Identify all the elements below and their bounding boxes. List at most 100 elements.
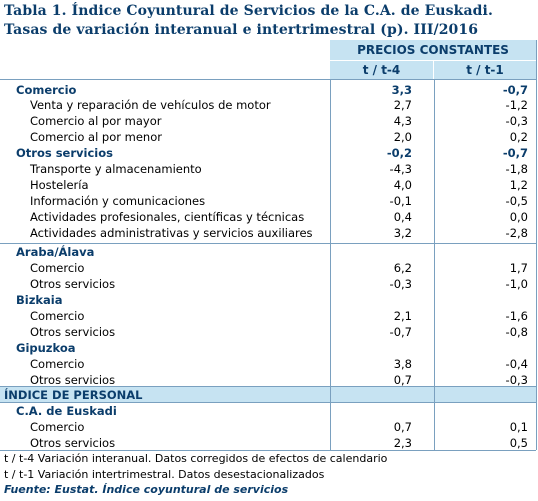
- row-label: Transporte y almacenamiento: [30, 162, 202, 176]
- row-label: ÍNDICE DE PERSONAL: [4, 388, 143, 402]
- table-row: Comercio 3,3 -0,7: [0, 82, 536, 98]
- table-row: Comercio al por menor 2,0 0,2: [0, 129, 536, 145]
- row-value-interanual: -0,7: [389, 325, 412, 339]
- row-label: Información y comunicaciones: [30, 194, 206, 208]
- table-row: Otros servicios 0,7 -0,3: [0, 372, 536, 388]
- row-label: C.A. de Euskadi: [16, 404, 117, 418]
- row-label: Actividades administrativas y servicios …: [30, 226, 313, 240]
- row-value-interanual: -0,2: [386, 146, 412, 160]
- table-row: Otros servicios -0,7 -0,8: [0, 324, 536, 340]
- row-label: Hostelería: [30, 178, 89, 192]
- row-value-intertrimestral: 0,1: [509, 420, 528, 434]
- row-value-interanual: 3,8: [393, 357, 412, 371]
- row-value-intertrimestral: -0,7: [502, 83, 528, 97]
- row-value-interanual: 0,7: [393, 420, 412, 434]
- row-value-intertrimestral: -0,3: [505, 114, 528, 128]
- table-bottom-border: [0, 450, 536, 451]
- column-divider-left: [330, 80, 331, 450]
- row-value-interanual: 2,0: [393, 130, 412, 144]
- row-value-intertrimestral: -1,0: [505, 277, 528, 291]
- table-row: Comercio 0,7 0,1: [0, 419, 536, 435]
- table-row: Otros servicios 2,3 0,5: [0, 435, 536, 451]
- section-divider-territories: [0, 243, 536, 244]
- row-value-intertrimestral: -0,5: [505, 194, 528, 208]
- row-label: Venta y reparación de vehículos de motor: [30, 98, 271, 112]
- header-columns: t / t-4 t / t-1: [330, 61, 536, 79]
- row-value-intertrimestral: 1,2: [509, 178, 528, 192]
- row-value-interanual: 6,2: [393, 261, 412, 275]
- table-row: Comercio 6,2 1,7: [0, 260, 536, 276]
- row-value-interanual: 0,7: [393, 373, 412, 387]
- note-intertrimestral: t / t-1 Variación intertrimestral. Datos…: [4, 468, 325, 481]
- row-label: Otros servicios: [30, 373, 116, 387]
- row-label: Otros servicios: [30, 325, 116, 339]
- row-label: Comercio: [30, 261, 85, 275]
- section-divider-personal-bottom: [0, 402, 536, 403]
- table-row: ÍNDICE DE PERSONAL: [0, 387, 536, 403]
- table-row: Información y comunicaciones -0,1 -0,5: [0, 193, 536, 209]
- row-value-intertrimestral: -0,7: [502, 146, 528, 160]
- header-divider: [0, 79, 536, 80]
- table-right-border: [536, 40, 537, 450]
- table-row: Comercio al por mayor 4,3 -0,3: [0, 113, 536, 129]
- title-line-2: Tasas de variación interanual e intertri…: [4, 22, 479, 38]
- header-col-interanual: t / t-4: [330, 61, 434, 79]
- row-label: Araba/Álava: [16, 245, 95, 259]
- row-label: Comercio: [30, 357, 85, 371]
- row-label: Comercio: [30, 420, 85, 434]
- row-value-intertrimestral: -0,4: [505, 357, 528, 371]
- row-label: Gipuzkoa: [16, 341, 76, 355]
- row-value-interanual: 4,0: [393, 178, 412, 192]
- table-row: Gipuzkoa: [0, 340, 536, 356]
- row-value-interanual: 0,4: [393, 210, 412, 224]
- row-label: Otros servicios: [30, 277, 116, 291]
- row-value-intertrimestral: -1,6: [505, 309, 528, 323]
- table-row: Comercio 3,8 -0,4: [0, 356, 536, 372]
- section-divider-personal-top: [0, 386, 536, 387]
- row-label: Otros servicios: [30, 436, 116, 450]
- row-value-intertrimestral: -0,3: [505, 373, 528, 387]
- row-value-intertrimestral: -1,2: [505, 98, 528, 112]
- row-value-interanual: 2,1: [393, 309, 412, 323]
- table-row: Bizkaia: [0, 292, 536, 308]
- table-row: Venta y reparación de vehículos de motor…: [0, 97, 536, 113]
- row-value-interanual: 3,3: [391, 83, 412, 97]
- header-col-intertrimestral: t / t-1: [466, 63, 504, 77]
- row-value-intertrimestral: 0,0: [509, 210, 528, 224]
- row-value-interanual: -4,3: [389, 162, 412, 176]
- column-divider-middle: [434, 80, 435, 450]
- row-label: Comercio al por mayor: [30, 114, 162, 128]
- table-row: Transporte y almacenamiento -4,3 -1,8: [0, 161, 536, 177]
- row-value-interanual: 4,3: [393, 114, 412, 128]
- row-value-intertrimestral: 0,2: [509, 130, 528, 144]
- row-value-intertrimestral: 0,5: [509, 436, 528, 450]
- source-note: Fuente: Eustat. Índice coyuntural de ser…: [4, 483, 289, 496]
- table-row: Actividades profesionales, científicas y…: [0, 209, 536, 225]
- table-row: C.A. de Euskadi: [0, 403, 536, 419]
- header-group-precios-constantes: PRECIOS CONSTANTES: [330, 40, 536, 61]
- row-label: Comercio al por menor: [30, 130, 162, 144]
- table-row: Comercio 2,1 -1,6: [0, 308, 536, 324]
- table-row: Araba/Álava: [0, 244, 536, 260]
- section-band-personal: [0, 387, 536, 402]
- row-value-intertrimestral: 1,7: [509, 261, 528, 275]
- row-value-intertrimestral: -2,8: [505, 226, 528, 240]
- row-value-intertrimestral: -1,8: [505, 162, 528, 176]
- row-value-intertrimestral: -0,8: [505, 325, 528, 339]
- row-value-interanual: -0,1: [389, 194, 412, 208]
- row-label: Actividades profesionales, científicas y…: [30, 210, 305, 224]
- table-title: Tabla 1. Índice Coyuntural de Servicios …: [4, 2, 493, 40]
- table-row: Hostelería 4,0 1,2: [0, 177, 536, 193]
- row-label: Bizkaia: [16, 293, 63, 307]
- title-line-1: Tabla 1. Índice Coyuntural de Servicios …: [4, 3, 493, 19]
- note-interanual: t / t-4 Variación interanual. Datos corr…: [4, 452, 388, 465]
- table-row: Actividades administrativas y servicios …: [0, 225, 536, 241]
- row-label: Comercio: [16, 83, 77, 97]
- row-value-interanual: 2,3: [393, 436, 412, 450]
- row-value-interanual: -0,3: [389, 277, 412, 291]
- row-value-interanual: 2,7: [393, 98, 412, 112]
- row-value-interanual: 3,2: [393, 226, 412, 240]
- table-row: Otros servicios -0,3 -1,0: [0, 276, 536, 292]
- row-label: Otros servicios: [16, 146, 113, 160]
